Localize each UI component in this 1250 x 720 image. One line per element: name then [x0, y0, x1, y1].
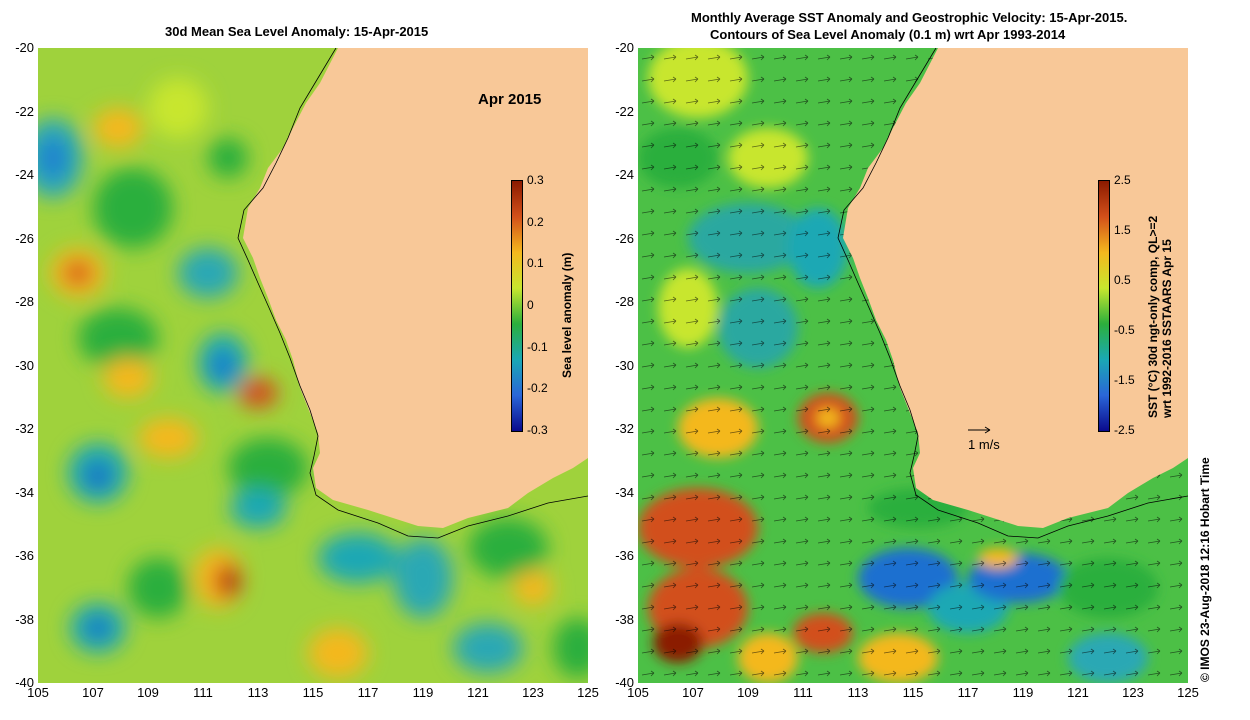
x-tick-label: 121	[1067, 685, 1089, 700]
month-inset-label: Apr 2015	[478, 91, 542, 108]
colorbar-tick-label: 2.5	[1114, 173, 1131, 187]
colorbar-tick-label: 0.3	[527, 173, 544, 187]
right-colorbar-label-line2: wrt 1992-2016 SSTAARS Apr 15	[1160, 239, 1174, 418]
sst-anomaly-map	[638, 48, 1188, 683]
colorbar-tick-label: -1.5	[1114, 373, 1135, 387]
sea-level-anomaly-map	[38, 48, 588, 683]
x-tick-label: 109	[137, 685, 159, 700]
shelf-contour-right	[837, 48, 1188, 539]
left-colorbar	[511, 180, 523, 432]
y-tick-label: -22	[615, 103, 634, 119]
x-tick-label: 115	[302, 685, 324, 700]
y-tick-label: -32	[615, 421, 634, 436]
y-tick-label: -30	[615, 357, 634, 373]
x-tick-label: 125	[1177, 685, 1199, 700]
colorbar-tick-label: -0.5	[1114, 323, 1135, 337]
y-tick-label: -40	[15, 675, 34, 690]
y-tick-label: -28	[15, 294, 34, 309]
y-tick-label: -32	[15, 421, 34, 436]
x-tick-label: 119	[1012, 685, 1034, 700]
y-tick-label: -36	[15, 548, 34, 563]
x-tick-label: 119	[412, 685, 434, 700]
x-tick-label: 111	[193, 685, 213, 700]
australia-landmass	[243, 48, 588, 528]
y-tick-label: -24	[15, 167, 34, 182]
y-tick-label: -20	[615, 40, 634, 55]
x-tick-label: 125	[577, 685, 599, 700]
y-tick-label: -30	[15, 357, 34, 373]
imos-credit: © IMOS 23-Aug-2018 12:16 Hobart Time	[1198, 457, 1212, 682]
colorbar-tick-label: -2.5	[1114, 423, 1135, 437]
colorbar-tick-label: 0	[527, 298, 534, 312]
y-tick-label: -24	[615, 167, 634, 182]
right-panel-title-line2: Contours of Sea Level Anomaly (0.1 m) wr…	[710, 27, 1066, 42]
y-tick-label: -38	[615, 611, 634, 627]
left-panel-title: 30d Mean Sea Level Anomaly: 15-Apr-2015	[165, 24, 429, 39]
x-tick-label: 105	[27, 685, 49, 700]
colorbar-tick-label: 1.5	[1114, 223, 1131, 237]
y-tick-label: -20	[15, 40, 34, 55]
colorbar-tick-label: -0.2	[527, 381, 548, 396]
y-tick-label: -34	[615, 484, 634, 500]
y-tick-label: -38	[15, 611, 34, 627]
colorbar-tick-label: -0.1	[527, 339, 548, 354]
y-tick-label: -40	[615, 675, 634, 690]
right-colorbar-label-line1: SST (°C) 30d ngt-only comp, QL>=2	[1146, 215, 1160, 418]
x-tick-label: 115	[902, 685, 924, 700]
y-tick-label: -28	[615, 294, 634, 309]
scale-arrow	[968, 426, 991, 434]
x-tick-label: 105	[627, 685, 649, 700]
colorbar-tick-label: 0.1	[527, 256, 544, 271]
right-panel-title-line1: Monthly Average SST Anomaly and Geostrop…	[691, 10, 1128, 25]
shelf-contour	[237, 48, 588, 539]
x-tick-label: 113	[847, 685, 869, 700]
colorbar-tick-label: -0.3	[527, 423, 548, 437]
x-tick-label: 123	[1122, 685, 1144, 700]
y-tick-label: -22	[15, 103, 34, 119]
x-tick-label: 113	[247, 685, 269, 700]
left-anomaly-blobs	[38, 78, 588, 678]
y-tick-label: -26	[615, 230, 634, 246]
velocity-scale-label: 1 m/s	[968, 437, 1000, 452]
x-tick-label: 111	[793, 685, 813, 700]
y-tick-label: -26	[15, 230, 34, 246]
x-tick-label: 107	[682, 685, 704, 700]
x-tick-label: 107	[82, 685, 104, 700]
x-tick-label: 117	[957, 685, 979, 700]
x-tick-label: 121	[467, 685, 489, 700]
x-tick-label: 109	[737, 685, 759, 700]
x-tick-label: 117	[357, 685, 379, 700]
x-tick-label: 123	[522, 685, 544, 700]
left-colorbar-label: Sea level anomaly (m)	[560, 252, 574, 378]
y-tick-label: -36	[615, 548, 634, 563]
colorbar-tick-label: 0.5	[1114, 273, 1131, 287]
colorbar-tick-label: 0.2	[527, 214, 544, 229]
y-tick-label: -34	[15, 484, 34, 500]
right-colorbar	[1098, 180, 1110, 432]
